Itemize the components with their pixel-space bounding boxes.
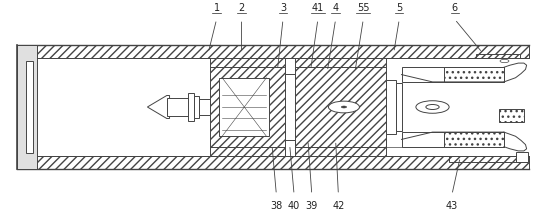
Bar [210, 147, 285, 156]
Bar [285, 74, 295, 140]
Bar [17, 156, 529, 169]
Text: 6: 6 [452, 3, 458, 13]
Bar [210, 67, 285, 147]
Bar [188, 93, 194, 121]
Text: 5: 5 [396, 3, 402, 13]
Circle shape [500, 59, 509, 63]
Text: 42: 42 [332, 201, 345, 211]
Bar [167, 98, 189, 116]
Text: 40: 40 [288, 201, 300, 211]
Circle shape [341, 106, 347, 108]
Bar [401, 132, 504, 147]
Bar [17, 45, 37, 169]
Text: 39: 39 [306, 201, 318, 211]
Polygon shape [148, 95, 169, 119]
Circle shape [329, 101, 360, 113]
Bar [386, 80, 396, 134]
Bar [194, 95, 199, 119]
Bar [443, 67, 504, 82]
Bar [219, 78, 269, 136]
Bar [401, 67, 504, 82]
Bar [443, 132, 504, 147]
Bar [199, 99, 210, 115]
Bar [449, 156, 521, 162]
Bar [516, 152, 528, 162]
Bar [499, 109, 524, 122]
Text: 2: 2 [239, 3, 245, 13]
Text: 4: 4 [332, 3, 339, 13]
Text: 1: 1 [214, 3, 220, 13]
Circle shape [416, 101, 449, 113]
Text: 41: 41 [312, 3, 324, 13]
Text: 55: 55 [357, 3, 370, 13]
Bar [295, 147, 386, 156]
Bar [295, 67, 386, 147]
Bar [17, 45, 529, 58]
Text: 3: 3 [280, 3, 286, 13]
Bar [295, 58, 386, 67]
Bar [476, 54, 520, 58]
Bar [26, 61, 33, 153]
Text: 43: 43 [446, 201, 458, 211]
Text: 38: 38 [270, 201, 282, 211]
Bar [210, 58, 285, 67]
Bar [396, 83, 401, 131]
Circle shape [426, 104, 439, 110]
